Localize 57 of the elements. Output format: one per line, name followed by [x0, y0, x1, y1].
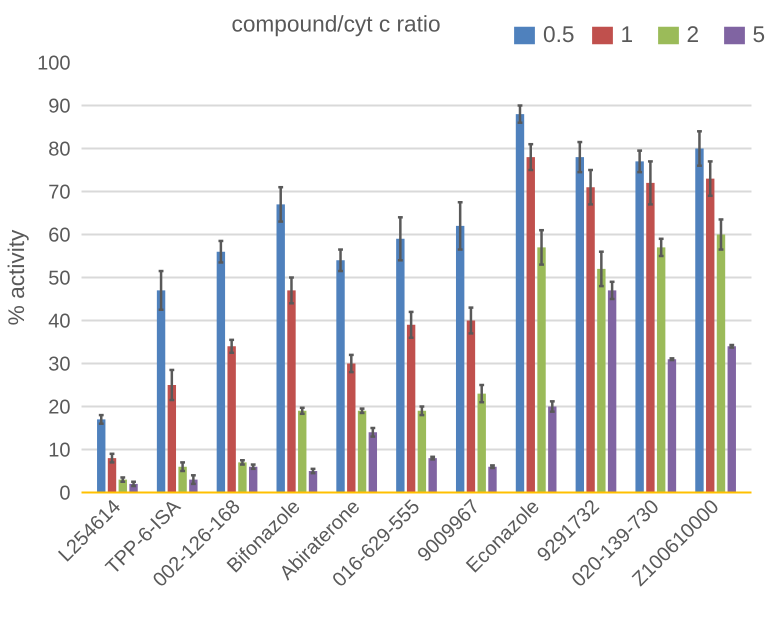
bar: [428, 458, 437, 492]
y-tick-label: 0: [59, 482, 70, 504]
legend-label: 1: [620, 21, 634, 48]
y-tick-label: 70: [48, 182, 71, 204]
legend-label: 0.5: [543, 21, 574, 48]
bar: [298, 410, 306, 492]
bar: [287, 290, 296, 492]
bar: [216, 252, 226, 492]
bar: [586, 187, 595, 492]
bar: [406, 324, 416, 492]
bar: [227, 346, 236, 492]
bar: [668, 359, 676, 492]
y-tick-label: 90: [48, 96, 71, 118]
bar: [238, 462, 247, 492]
y-tick-label: 30: [48, 354, 71, 376]
legend-label: 5: [752, 21, 766, 48]
y-tick-label: 80: [48, 138, 71, 160]
bar: [706, 178, 714, 492]
bar: [716, 234, 726, 492]
bar: [418, 410, 426, 492]
y-tick-label: 100: [37, 52, 71, 74]
bar: [526, 157, 535, 492]
bar: [608, 290, 616, 492]
bar: [597, 268, 606, 492]
bar: [368, 432, 378, 492]
bar: [396, 238, 405, 492]
bar: [548, 406, 556, 492]
bar: [537, 247, 546, 492]
bar: [488, 466, 497, 492]
y-tick-label: 60: [48, 224, 71, 246]
legend-label: 2: [686, 21, 700, 48]
bar: [695, 148, 704, 492]
bar: [168, 385, 176, 492]
bar: [178, 466, 187, 492]
y-axis-title: % activity: [3, 228, 30, 326]
bar: [456, 226, 464, 492]
bar: [576, 157, 584, 492]
bar: [478, 394, 486, 492]
bar: [336, 260, 345, 492]
y-tick-label: 40: [48, 310, 71, 332]
y-tick-label: 50: [48, 268, 71, 290]
bar: [516, 114, 524, 492]
bar: [276, 204, 285, 492]
bar: [358, 410, 366, 492]
bar: [248, 466, 258, 492]
bar: [635, 161, 644, 492]
bar: [97, 419, 106, 492]
y-tick-label: 10: [48, 440, 71, 462]
bar: [156, 290, 166, 492]
bar: [728, 346, 736, 492]
bar: [466, 320, 476, 492]
legend-title: compound/cyt c ratio: [232, 10, 441, 36]
y-tick-label: 20: [48, 396, 71, 418]
bar: [108, 458, 116, 492]
bar: [656, 247, 666, 492]
bar: [347, 364, 356, 492]
bar: [646, 182, 655, 492]
